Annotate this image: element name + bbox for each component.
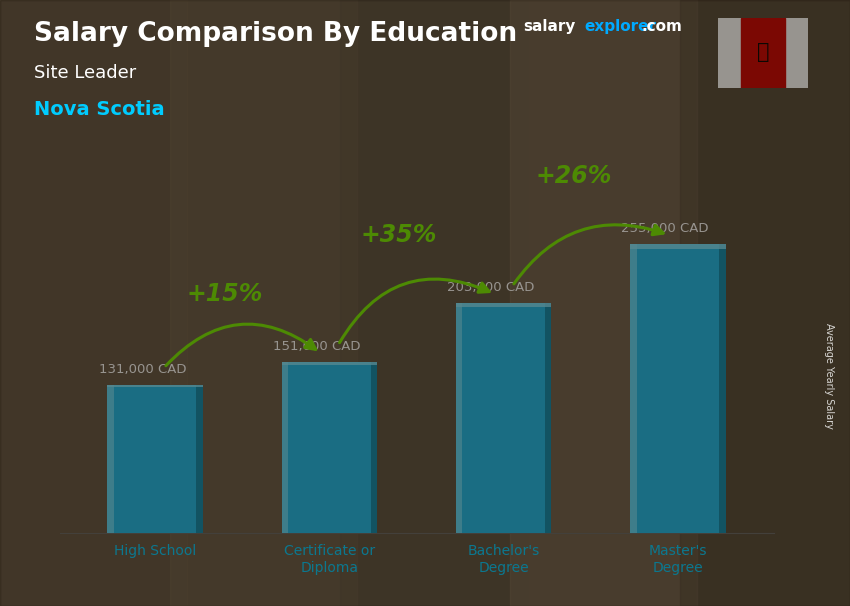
Text: +35%: +35% <box>361 223 437 247</box>
Bar <box>630 244 726 249</box>
Text: explorer: explorer <box>584 19 656 35</box>
Bar <box>740 18 785 88</box>
Bar <box>281 362 377 533</box>
Bar <box>281 362 377 365</box>
Text: Site Leader: Site Leader <box>34 64 136 82</box>
Bar <box>107 385 203 533</box>
Bar <box>718 18 740 88</box>
Text: 131,000 CAD: 131,000 CAD <box>99 362 186 376</box>
Text: +15%: +15% <box>187 282 264 306</box>
Bar <box>107 385 203 387</box>
Bar <box>107 385 114 533</box>
Text: Average Yearly Salary: Average Yearly Salary <box>824 323 834 428</box>
Text: Salary Comparison By Education: Salary Comparison By Education <box>34 21 517 47</box>
Text: .com: .com <box>642 19 683 35</box>
Text: Nova Scotia: Nova Scotia <box>34 100 165 119</box>
Bar <box>719 244 726 533</box>
Text: 255,000 CAD: 255,000 CAD <box>621 222 709 235</box>
Text: 203,000 CAD: 203,000 CAD <box>447 281 535 294</box>
Bar <box>630 244 726 533</box>
Bar <box>456 303 552 533</box>
Text: 🍁: 🍁 <box>756 42 769 62</box>
Text: +26%: +26% <box>535 164 611 188</box>
Text: 151,000 CAD: 151,000 CAD <box>273 340 360 353</box>
Bar <box>630 244 637 533</box>
Bar <box>456 303 462 533</box>
Bar <box>371 362 377 533</box>
Bar <box>545 303 552 533</box>
Bar <box>785 18 808 88</box>
Bar <box>281 362 288 533</box>
Text: salary: salary <box>523 19 575 35</box>
Bar <box>456 303 552 307</box>
Bar <box>196 385 203 533</box>
